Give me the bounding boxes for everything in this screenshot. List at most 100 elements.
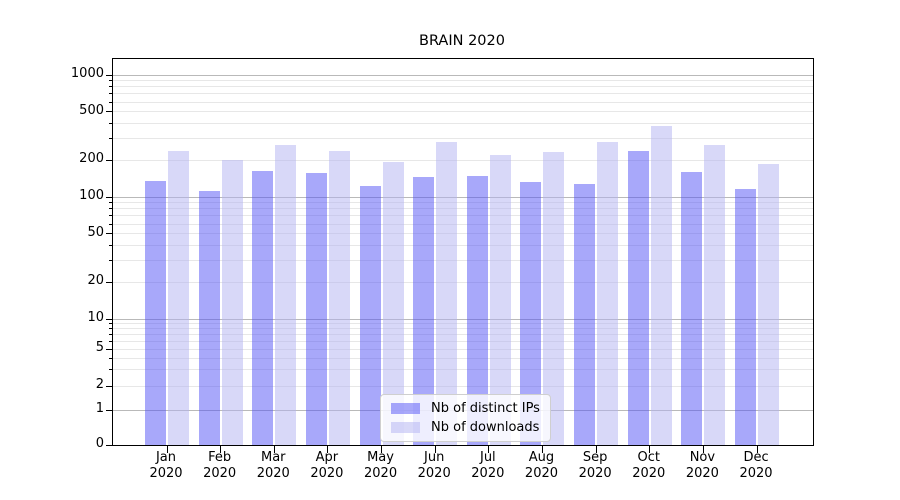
y-minor-tick <box>109 260 112 262</box>
bar-distinct-ips <box>574 184 596 445</box>
bar-downloads <box>543 151 565 445</box>
y-tick-label: 1000 <box>70 66 104 81</box>
y-grid-line <box>113 357 813 359</box>
bar-distinct-ips <box>305 173 327 445</box>
bar-downloads <box>758 164 780 445</box>
y-minor-tick <box>109 340 112 342</box>
y-tick-label: 500 <box>79 102 104 118</box>
y-tick <box>106 348 112 350</box>
x-tick <box>702 446 704 453</box>
bar-distinct-ips <box>145 181 166 445</box>
bar-distinct-ips <box>413 177 435 445</box>
x-tick-label: Mar 2020 <box>256 450 290 481</box>
y-minor-tick <box>109 101 112 103</box>
bar-downloads <box>328 150 350 445</box>
y-grid-line <box>113 80 813 82</box>
legend: Nb of distinct IPs Nb of downloads <box>380 394 551 442</box>
y-tick-label: 0 <box>95 436 104 451</box>
y-grid-line <box>113 318 813 320</box>
y-minor-tick <box>109 223 112 225</box>
y-tick <box>106 281 112 283</box>
chart-title: BRAIN 2020 <box>419 33 505 49</box>
y-grid-line <box>113 328 813 330</box>
y-grid-line <box>113 93 813 95</box>
y-grid-line <box>113 260 813 262</box>
y-grid-line <box>113 159 813 161</box>
bar-distinct-ips <box>252 171 274 445</box>
legend-item-downloads: Nb of downloads <box>391 420 540 435</box>
y-tick <box>106 409 112 411</box>
y-grid-line <box>113 202 813 204</box>
y-grid-line <box>113 208 813 210</box>
y-minor-tick <box>109 86 112 88</box>
x-tick <box>595 446 597 453</box>
bar-downloads <box>704 145 726 445</box>
x-tick <box>756 446 758 453</box>
y-minor-tick <box>109 215 112 217</box>
bar-distinct-ips <box>681 171 703 445</box>
y-tick <box>106 196 112 198</box>
bar-downloads <box>221 160 243 445</box>
y-grid-line <box>113 101 813 103</box>
y-minor-tick <box>109 333 112 335</box>
legend-swatch-distinct-ips <box>391 403 420 414</box>
bar-downloads <box>275 145 297 445</box>
x-tick-label: Feb 2020 <box>203 450 237 481</box>
y-tick-label: 5 <box>95 340 104 355</box>
y-minor-tick <box>109 328 112 330</box>
bar-downloads <box>168 150 189 445</box>
y-grid-line <box>113 348 813 350</box>
x-tick <box>541 446 543 453</box>
bar-distinct-ips <box>520 182 542 445</box>
y-tick <box>106 111 112 113</box>
y-minor-tick <box>109 138 112 140</box>
y-tick-label: 1 <box>95 401 104 416</box>
bar-distinct-ips <box>198 190 220 445</box>
legend-swatch-downloads <box>391 422 420 433</box>
bar-downloads <box>597 141 619 445</box>
x-tick <box>434 446 436 453</box>
y-grid-line <box>113 215 813 217</box>
x-tick-label: Aug 2020 <box>524 450 559 481</box>
y-tick-label: 50 <box>87 224 104 240</box>
y-tick <box>106 318 112 320</box>
bar-distinct-ips <box>466 176 488 445</box>
x-tick-label: May 2020 <box>364 450 398 481</box>
y-grid-line <box>113 323 813 325</box>
y-grid-line <box>113 233 813 235</box>
y-minor-tick <box>109 93 112 95</box>
y-minor-tick <box>109 357 112 359</box>
x-tick-label: Jan 2020 <box>149 450 183 481</box>
x-tick <box>488 446 490 453</box>
x-tick-label: Nov 2020 <box>685 450 719 481</box>
bar-distinct-ips <box>359 186 381 445</box>
y-minor-tick <box>109 202 112 204</box>
legend-label-downloads: Nb of downloads <box>431 420 540 435</box>
y-tick <box>106 233 112 235</box>
x-tick <box>327 446 329 453</box>
x-tick <box>166 446 168 453</box>
bar-downloads <box>489 154 511 445</box>
y-grid-line <box>113 333 813 335</box>
y-tick-label: 200 <box>79 151 104 167</box>
y-grid-line <box>113 369 813 371</box>
x-tick-label: Oct 2020 <box>632 450 666 481</box>
bar-downloads <box>650 126 672 445</box>
x-tick <box>273 446 275 453</box>
y-grid-line <box>113 111 813 113</box>
y-minor-tick <box>109 369 112 371</box>
y-tick <box>106 159 112 161</box>
y-minor-tick <box>109 123 112 125</box>
bar-distinct-ips <box>627 150 649 445</box>
y-grid-line <box>113 86 813 88</box>
legend-label-distinct-ips: Nb of distinct IPs <box>431 401 540 416</box>
y-tick-label: 20 <box>87 273 104 289</box>
y-grid-line <box>113 385 813 387</box>
bar-downloads <box>436 142 458 445</box>
bar-distinct-ips <box>735 189 757 445</box>
x-tick <box>220 446 222 453</box>
y-grid-line <box>113 281 813 283</box>
y-tick <box>106 74 112 76</box>
y-grid-line <box>113 74 813 76</box>
